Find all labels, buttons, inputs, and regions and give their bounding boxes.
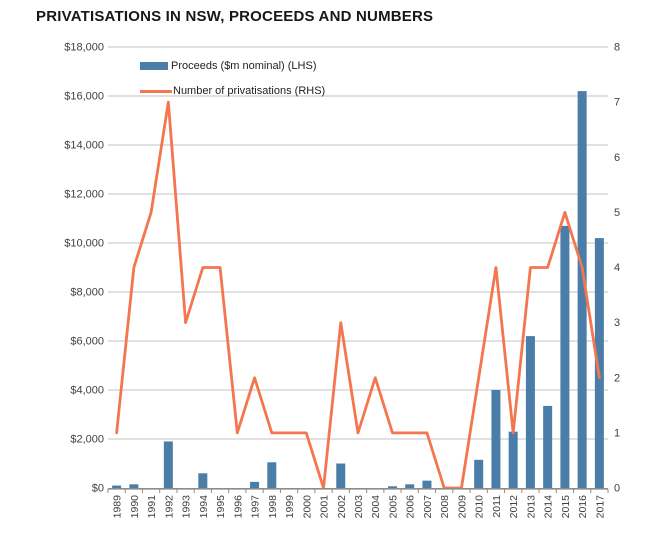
year-label-2010: 2010 [474,495,486,519]
year-label-1996: 1996 [232,495,244,519]
bar-2013 [525,336,535,488]
year-label-2014: 2014 [543,495,555,519]
legend-item-privatisations: Number of privatisations (RHS) [140,83,325,99]
year-label-1997: 1997 [250,495,262,519]
year-label-2003: 2003 [353,495,365,519]
bar-2014 [543,405,553,488]
chart-legend: Proceeds ($m nominal) (LHS) Number of pr… [140,58,325,108]
year-label-1994: 1994 [198,495,210,519]
year-label-2001: 2001 [319,495,331,519]
right-axis-tick-label: 3 [614,317,620,329]
legend-item-proceeds: Proceeds ($m nominal) (LHS) [140,58,325,74]
year-label-2000: 2000 [301,495,313,519]
left-axis-tick-label: $0 [92,483,104,495]
left-axis-tick-label: $2,000 [70,434,104,446]
bar-swatch-icon [140,62,168,70]
bar-2012 [508,431,518,488]
right-axis-tick-label: 1 [614,427,620,439]
year-label-1989: 1989 [112,495,124,519]
year-label-1992: 1992 [163,495,175,519]
right-axis-tick-label: 4 [614,262,620,274]
legend-label-privatisations: Number of privatisations (RHS) [173,85,326,97]
year-label-2006: 2006 [405,495,417,519]
privatisations-line [115,100,601,490]
bar-1994 [198,473,208,488]
bars-group [112,91,604,488]
left-axis-tick-label: $14,000 [64,140,104,152]
bar-1989 [112,485,122,488]
bar-2010 [474,459,484,488]
right-axis-tick-label: 8 [614,42,620,54]
year-label-2011: 2011 [491,495,503,518]
left-axis-tick-label: $8,000 [70,287,104,299]
year-label-1990: 1990 [129,495,141,519]
line-swatch-icon [140,89,172,93]
bar-2002 [336,463,346,488]
year-label-2007: 2007 [422,495,434,519]
right-axis-tick-label: 2 [614,372,620,384]
bar-2006 [405,484,415,488]
bar-2016 [577,91,587,488]
bar-2011 [491,390,501,488]
right-axis-tick-label: 5 [614,207,620,219]
legend-label-proceeds: Proceeds ($m nominal) (LHS) [171,60,317,72]
gridlines [108,46,608,440]
right-axis-tick-label: 0 [614,483,620,495]
right-axis-tick-label: 7 [614,97,620,109]
year-label-1998: 1998 [267,495,279,519]
bar-1998 [267,462,277,488]
year-label-2008: 2008 [439,495,451,519]
bar-2007 [422,480,432,488]
year-label-1999: 1999 [284,495,296,519]
year-label-1991: 1991 [146,495,158,519]
year-label-1995: 1995 [215,495,227,519]
left-axis-tick-label: $12,000 [64,189,104,201]
left-axis-tick-label: $10,000 [64,238,104,250]
left-axis-tick-label: $16,000 [64,91,104,103]
left-axis-tick-label: $18,000 [64,42,104,54]
year-label-2002: 2002 [336,495,348,519]
left-axis-tick-label: $4,000 [70,385,104,397]
year-label-2013: 2013 [525,495,537,519]
year-label-2004: 2004 [370,495,382,519]
bar-2017 [594,238,604,488]
x-axis-year-labels: 1989 1990 1991 1992 1993 1994 1995 1996 1997 1998… [112,495,607,519]
y-axis-left-labels: $0 $2,000 $4,000 $6,000 $8,000 $10,000 $12,000… [64,42,104,495]
bar-1990 [129,484,139,488]
right-axis-tick-label: 6 [614,152,620,164]
bar-2015 [560,225,570,488]
left-axis-tick-label: $6,000 [70,336,104,348]
year-label-1993: 1993 [181,495,193,519]
year-label-2017: 2017 [594,495,606,519]
year-label-2016: 2016 [577,495,589,519]
x-axis [107,487,609,493]
chart-title: PRIVATISATIONS IN NSW, PROCEEDS AND NUMB… [36,8,434,25]
bar-2005 [387,486,397,488]
year-label-2009: 2009 [456,495,468,519]
y-axis-right-labels: 0 1 2 3 4 5 6 7 8 [614,42,620,495]
bar-1992 [163,441,173,488]
year-label-2005: 2005 [387,495,399,519]
line-series [115,100,601,490]
bar-1997 [250,481,260,488]
year-label-2012: 2012 [508,495,520,519]
year-label-2015: 2015 [560,495,572,519]
